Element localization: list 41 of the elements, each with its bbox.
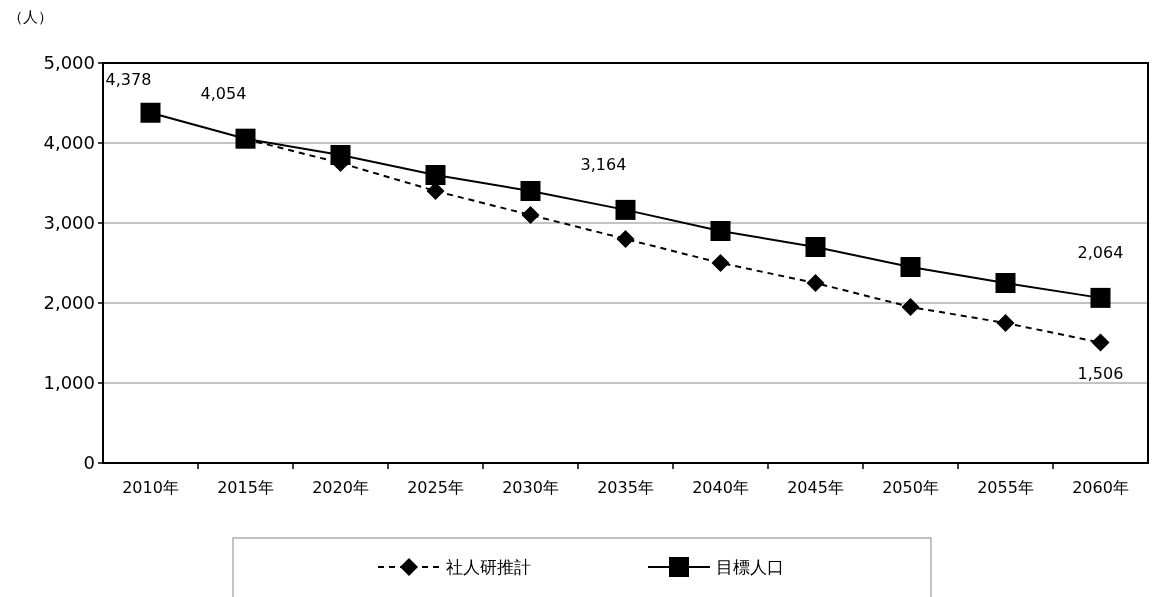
- point: [615, 199, 636, 220]
- data-label: 1,506: [1077, 363, 1124, 383]
- data-label: 4,054: [200, 83, 247, 103]
- point: [616, 230, 635, 248]
- point: [711, 254, 730, 272]
- y-tick-label: 4,000: [43, 132, 95, 153]
- y-tick-label: 5,000: [43, 52, 95, 73]
- data-label: 3,164: [580, 154, 627, 174]
- point: [996, 314, 1015, 332]
- point: [805, 237, 826, 257]
- legend-label: 目標人口: [716, 557, 784, 577]
- y-tick-label: 0: [83, 452, 95, 473]
- x-tick-label: 2050年: [882, 478, 939, 497]
- x-tick-label: 2030年: [502, 478, 559, 497]
- y-tick-label: 2,000: [43, 292, 95, 313]
- point: [425, 165, 446, 185]
- point: [520, 181, 541, 201]
- x-tick-label: 2010年: [122, 478, 179, 497]
- data-label: 2,064: [1077, 242, 1124, 262]
- x-tick-label: 2015年: [217, 478, 274, 497]
- point: [710, 221, 731, 241]
- data-label: 4,378: [105, 69, 152, 89]
- x-tick-label: 2025年: [407, 478, 464, 497]
- point: [521, 206, 540, 224]
- x-tick-label: 2060年: [1072, 478, 1129, 497]
- point: [901, 298, 920, 316]
- y-tick-label: 3,000: [43, 212, 95, 233]
- point: [806, 274, 825, 292]
- point: [995, 273, 1016, 293]
- x-tick-label: 2055年: [977, 478, 1034, 497]
- x-tick-label: 2035年: [597, 478, 654, 497]
- point: [900, 257, 921, 277]
- y-axis-title: （人）: [8, 8, 53, 26]
- x-tick-label: 2020年: [312, 478, 369, 497]
- y-tick-label: 1,000: [43, 372, 95, 393]
- point: [1091, 333, 1110, 352]
- point: [140, 102, 161, 123]
- point: [1090, 287, 1111, 308]
- legend-label: 社人研推計: [446, 557, 531, 577]
- x-tick-label: 2045年: [787, 478, 844, 497]
- x-tick-label: 2040年: [692, 478, 749, 497]
